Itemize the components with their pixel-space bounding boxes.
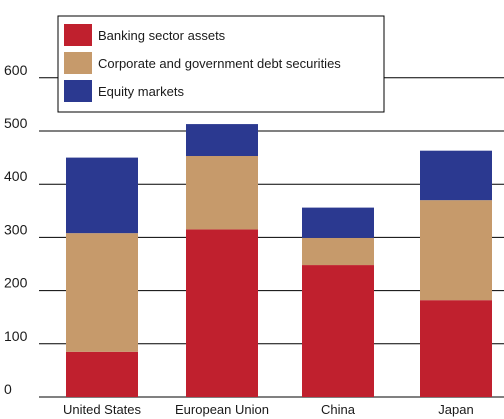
bar-china-series-2 [302, 207, 374, 238]
bar-japan-series-2 [420, 150, 492, 201]
legend-box [57, 15, 385, 113]
x-category-label: United States [63, 402, 142, 417]
bar-european-union-series-2 [186, 124, 258, 157]
legend-label: Banking sector assets [98, 28, 226, 43]
legend-swatch [64, 80, 92, 102]
y-tick-label-100: 100 [4, 328, 28, 344]
x-category-label: European Union [175, 402, 269, 417]
bar-united-states-series-2 [66, 157, 138, 234]
legend-swatch [64, 24, 92, 46]
bar-united-states-series-0 [66, 351, 138, 397]
bar-european-union-series-0 [186, 229, 258, 397]
bar-japan-series-1 [420, 200, 492, 301]
bar-china-series-1 [302, 237, 374, 266]
y-tick-label-300: 300 [4, 221, 28, 237]
bar-united-states-series-1 [66, 233, 138, 352]
legend-label: Equity markets [98, 84, 184, 99]
legend-swatch [64, 52, 92, 74]
y-tick-label-500: 500 [4, 115, 28, 131]
y-tick-label-200: 200 [4, 275, 28, 291]
bar-japan-series-0 [420, 300, 492, 397]
y-tick-label-400: 400 [4, 168, 28, 184]
legend-label: Corporate and government debt securities [98, 56, 341, 71]
bar-european-union-series-1 [186, 156, 258, 230]
y-tick-label-600: 600 [4, 62, 28, 78]
x-category-label: Japan [438, 402, 473, 417]
y-tick-label-0: 0 [4, 381, 12, 397]
x-category-label: China [321, 402, 356, 417]
bar-china-series-0 [302, 265, 374, 397]
